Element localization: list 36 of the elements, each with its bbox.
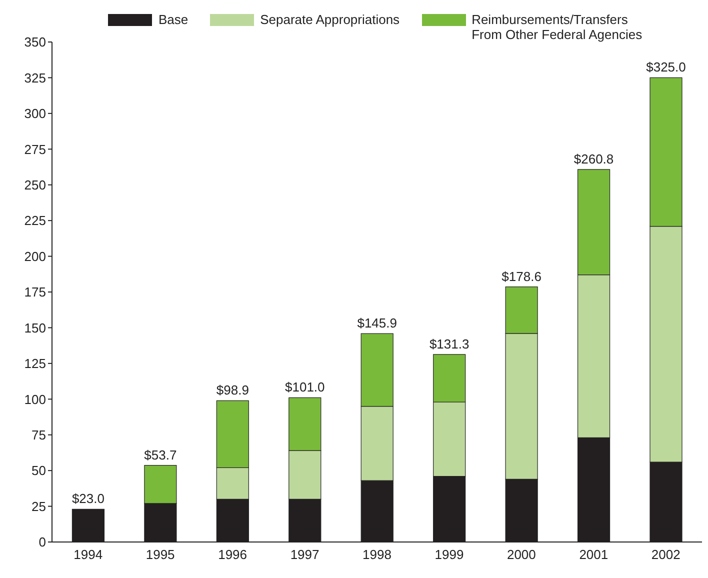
y-tick-label: 300 [24,106,46,122]
x-tick-label: 2000 [506,547,536,562]
y-tick-label: 75 [32,427,46,442]
y-tick-label: 200 [24,248,46,264]
y-tick-label: 125 [24,356,46,372]
total-label: $23.0 [72,491,104,506]
total-label: $101.0 [285,380,325,395]
x-tick-label: 1999 [434,547,464,562]
y-tick-label: 325 [24,70,46,86]
y-tick-label: 150 [24,320,46,336]
x-tick-label: 1998 [362,547,392,562]
total-label: $98.9 [216,382,249,398]
x-tick-label: 2001 [579,547,608,562]
y-tick-label: 275 [24,142,46,157]
x-tick-label: 1995 [146,547,175,562]
x-tick-label: 2002 [651,547,680,562]
total-label: $260.8 [574,151,614,166]
y-tick-label: 25 [32,498,46,514]
x-tick-label: 1997 [290,547,320,562]
legend-label: Base [158,12,188,27]
y-tick-label: 250 [24,177,46,192]
total-label: $53.7 [144,447,177,462]
total-label: $131.3 [429,336,470,352]
total-label: $145.9 [357,316,397,331]
y-tick-label: 175 [24,284,46,300]
y-tick-label: 225 [24,213,46,228]
legend-label: Reimbursements/Transfers From Other Federal Agencies [472,12,644,42]
y-tick-label: 100 [24,392,46,407]
legend-label: Separate Appropriations [260,12,400,27]
x-tick-label: 1996 [218,547,248,562]
total-label: $178.6 [502,268,542,284]
y-tick-label: 0 [38,534,46,550]
x-tick-label: 1994 [74,547,103,562]
total-label: $325.0 [646,60,686,75]
y-tick-label: 50 [32,463,46,478]
y-tick-label: 350 [24,34,46,50]
